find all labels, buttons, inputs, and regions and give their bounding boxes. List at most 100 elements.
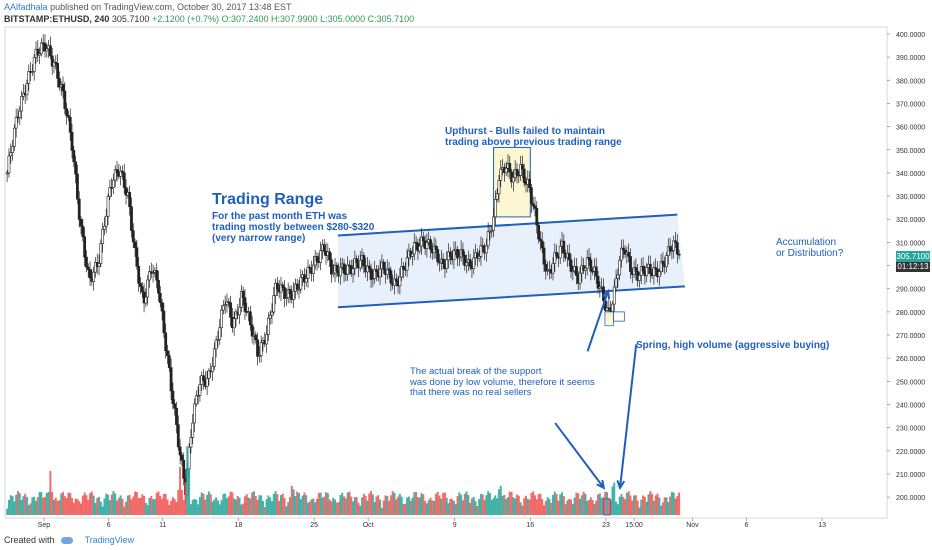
volume-bar <box>380 507 383 515</box>
candle <box>542 247 546 265</box>
volume-bar <box>339 494 342 515</box>
candle <box>627 252 631 257</box>
candle <box>115 169 119 174</box>
volume-bar <box>207 491 210 515</box>
trading-range-line-3: (very narrow range) <box>212 233 306 244</box>
support-break-arrow <box>586 290 610 352</box>
volume-bar <box>479 493 482 515</box>
volume-bar <box>438 495 441 515</box>
volume-bar <box>279 495 282 515</box>
tradingview-link[interactable]: TradingView <box>84 535 135 545</box>
candle <box>65 108 69 116</box>
candle <box>227 301 231 304</box>
volume-bar <box>195 499 198 515</box>
volume-bar <box>150 495 153 515</box>
symbol-info: BITSTAMP:ETHUSD, 240 305.7100 +2.1200 (+… <box>4 14 414 24</box>
candle <box>70 132 74 151</box>
volume-bar <box>272 493 275 515</box>
volume-bar <box>218 504 221 515</box>
candle <box>522 168 526 183</box>
volume-bar <box>252 491 255 515</box>
volume-bar <box>9 495 12 515</box>
volume-bar <box>676 495 679 515</box>
volume-bar <box>465 491 468 515</box>
volume-bar <box>245 494 248 515</box>
candle <box>434 245 438 250</box>
candle <box>266 317 270 335</box>
candle <box>112 179 115 188</box>
volume-bar <box>60 493 63 515</box>
candle <box>39 42 43 54</box>
volume-bar <box>283 497 286 515</box>
candle <box>342 263 346 274</box>
volume-bar <box>238 497 241 515</box>
candle <box>555 252 559 257</box>
volume-bar <box>586 500 589 515</box>
volume-bar <box>270 501 273 515</box>
volume-bar <box>663 497 666 515</box>
candle <box>225 301 229 306</box>
volume-bar <box>231 492 234 515</box>
volume-bar <box>56 500 59 515</box>
candle <box>394 278 398 282</box>
candle <box>229 302 232 318</box>
volume-bar <box>98 497 101 515</box>
volume-bar <box>546 497 549 515</box>
volume-bar <box>6 508 9 515</box>
volume-bar <box>454 504 457 515</box>
author-link[interactable]: AAlfadhala <box>4 2 48 12</box>
volume-bar <box>382 500 385 515</box>
volume-bar <box>177 489 180 515</box>
candle <box>92 271 96 282</box>
volume-bar <box>499 485 502 515</box>
candle <box>330 259 333 275</box>
volume-bar <box>110 494 113 515</box>
volume-bar <box>159 495 162 515</box>
volume-bar <box>366 500 369 515</box>
candle <box>74 161 78 175</box>
candle <box>30 71 34 73</box>
candle <box>178 446 182 456</box>
candle <box>81 225 85 237</box>
volume-bar <box>561 492 564 515</box>
volume-bar <box>530 493 533 515</box>
volume-bar <box>416 497 419 515</box>
volume-bar <box>364 495 367 515</box>
support-line <box>337 285 685 309</box>
volume-bar <box>544 500 547 515</box>
volume-bar <box>51 491 54 515</box>
volume-bar <box>492 498 495 515</box>
volume-bar <box>42 497 45 515</box>
volume-bar <box>139 497 142 515</box>
candle <box>306 266 310 279</box>
candle <box>173 403 177 409</box>
candle <box>490 230 494 232</box>
candle <box>448 251 452 257</box>
volume-bar <box>669 496 672 515</box>
candle <box>382 261 386 270</box>
volume-bar <box>559 494 562 515</box>
volume-bar <box>144 502 147 515</box>
volume-bar <box>515 494 518 515</box>
volume-bar <box>618 496 621 515</box>
candle <box>515 169 519 176</box>
volume-bar <box>407 496 410 515</box>
candle <box>475 252 479 259</box>
volume-bar <box>424 500 427 515</box>
candle <box>492 216 495 231</box>
candle <box>43 42 47 52</box>
candle <box>538 238 542 242</box>
volume-bar <box>67 492 70 515</box>
volume-bar <box>557 500 560 515</box>
candle <box>484 245 488 254</box>
trading-range-line-1: For the past month ETH was <box>212 211 348 222</box>
volume-bar <box>314 502 317 515</box>
y-tick-label: 330.0000 <box>896 194 925 201</box>
candle <box>103 225 106 230</box>
volume-bar <box>425 503 428 515</box>
candle <box>620 247 623 261</box>
candle <box>375 269 378 272</box>
volume-bar <box>512 497 515 515</box>
volume-bar <box>310 499 313 515</box>
